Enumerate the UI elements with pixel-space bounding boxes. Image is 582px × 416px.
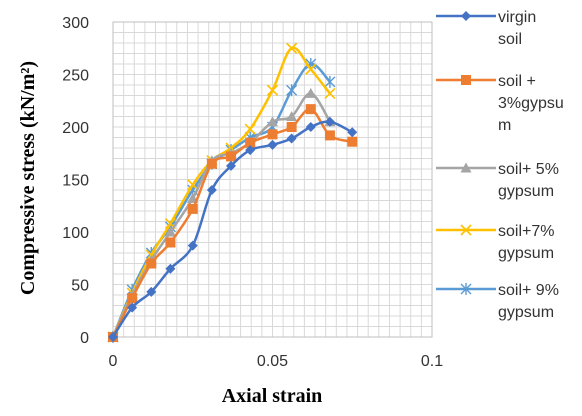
- data-point: [206, 158, 217, 169]
- legend-label: m: [498, 117, 511, 134]
- data-point: [146, 286, 157, 297]
- legend-item-4: soil+7% gypsum: [436, 223, 554, 262]
- legend-swatch-marker: [460, 162, 472, 173]
- legend-swatch-marker: [460, 283, 472, 295]
- data-point: [305, 87, 317, 98]
- data-point: [226, 151, 237, 162]
- y-tick-label: 100: [62, 225, 89, 242]
- data-point: [324, 75, 336, 88]
- data-point: [187, 240, 198, 251]
- plot-border: [112, 21, 433, 338]
- legend-swatch-marker: [461, 11, 471, 21]
- x-tick-label: 0.05: [257, 353, 288, 370]
- legend-item-3: soil+ 5% gypsum: [436, 161, 559, 200]
- data-point: [305, 122, 316, 132]
- legend-item-5: soil+ 9% gypsum: [436, 282, 559, 321]
- data-point: [206, 185, 217, 195]
- data-point: [108, 332, 118, 342]
- data-point: [286, 122, 297, 132]
- data-point: [244, 123, 256, 135]
- grid-lines: [112, 21, 433, 338]
- legend-label: gypsum: [498, 245, 554, 262]
- legend-swatch-marker: [461, 75, 471, 85]
- x-axis-title: Axial strain: [222, 385, 323, 407]
- data-point: [267, 116, 278, 127]
- legend-label: soil+7%: [498, 223, 554, 240]
- data-point: [165, 263, 176, 274]
- data-point: [305, 104, 316, 115]
- data-point: [127, 293, 138, 304]
- y-tick-label: 300: [62, 15, 89, 32]
- data-point: [305, 63, 317, 75]
- data-point: [347, 136, 358, 147]
- y-tick-label: 0: [80, 330, 89, 347]
- data-point: [165, 237, 176, 248]
- x-tick-label: 0.1: [421, 353, 443, 370]
- data-point: [245, 137, 256, 148]
- series-1: [108, 116, 358, 342]
- data-point: [286, 84, 298, 97]
- legend-label: 3%gypsu: [498, 95, 564, 112]
- data-point: [324, 87, 336, 99]
- series-layer: [107, 42, 358, 343]
- legend-item-1: virgin soil: [436, 9, 536, 48]
- data-point: [187, 179, 199, 191]
- data-point: [286, 42, 298, 54]
- data-point: [324, 130, 335, 141]
- y-tick-label: 250: [62, 68, 89, 85]
- data-point: [266, 84, 279, 96]
- data-point: [187, 203, 198, 214]
- data-point: [267, 139, 278, 150]
- data-point: [286, 111, 298, 121]
- y-axis-title: Compressive stress (kN/m²): [17, 61, 39, 295]
- y-tick-label: 50: [71, 278, 89, 295]
- data-point: [286, 133, 297, 144]
- legend-swatch-marker: [460, 224, 472, 236]
- data-point: [267, 129, 278, 140]
- data-point: [347, 127, 358, 138]
- legend-label: soil+ 9%: [498, 282, 559, 299]
- tick-labels: 0 50 100 150 200 250 300 0 0.05 0.1: [62, 15, 443, 370]
- legend-item-2: soil + 3%gypsu m: [436, 73, 564, 134]
- data-point: [324, 116, 335, 127]
- legend-label: soil: [498, 31, 522, 48]
- y-tick-label: 150: [62, 173, 89, 190]
- legend-label: gypsum: [498, 304, 554, 321]
- data-point: [245, 145, 256, 156]
- data-point: [146, 258, 157, 269]
- data-point: [164, 226, 176, 237]
- y-tick-label: 200: [62, 120, 89, 137]
- data-point: [226, 160, 237, 171]
- data-point: [127, 302, 138, 313]
- x-tick-label: 0: [109, 353, 118, 370]
- legend-label: virgin: [498, 9, 536, 26]
- legend-label: soil +: [498, 73, 536, 90]
- legend-label: soil+ 5%: [498, 161, 559, 178]
- legend-label: gypsum: [498, 183, 554, 200]
